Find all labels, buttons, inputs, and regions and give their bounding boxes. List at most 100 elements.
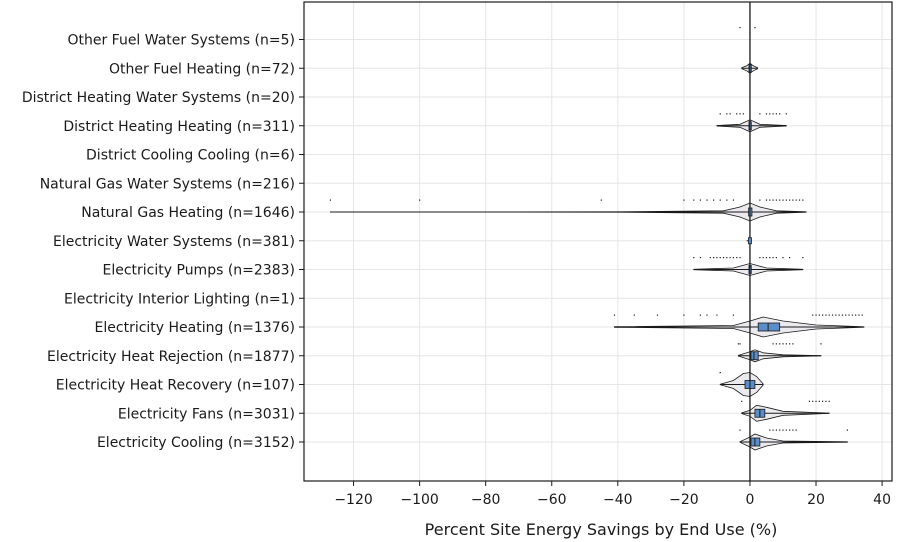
outlier-point bbox=[656, 314, 659, 316]
outlier-point bbox=[739, 113, 741, 115]
outlier-point bbox=[795, 199, 797, 201]
iqr-box bbox=[757, 322, 781, 332]
x-tick-label: −60 bbox=[537, 492, 567, 508]
outlier-point bbox=[726, 199, 728, 201]
outlier-point bbox=[772, 429, 774, 431]
outlier-point bbox=[613, 314, 616, 316]
x-tick-label: 40 bbox=[873, 492, 891, 508]
x-tick-label: −20 bbox=[669, 492, 699, 508]
grid-lines bbox=[304, 2, 892, 481]
outlier-point bbox=[812, 400, 814, 402]
outlier-point bbox=[851, 314, 853, 316]
outlier-point bbox=[802, 257, 804, 259]
outlier-point bbox=[693, 257, 695, 259]
outlier-point bbox=[788, 199, 791, 201]
outlier-point bbox=[785, 343, 787, 345]
x-tick-label: 20 bbox=[807, 492, 825, 508]
outlier-point bbox=[775, 113, 777, 115]
category-label: Natural Gas Water Systems (n=216) bbox=[40, 176, 295, 192]
outlier-point bbox=[812, 314, 814, 316]
outlier-point bbox=[779, 429, 781, 431]
outlier-point bbox=[719, 372, 721, 374]
category-label: Electricity Heat Rejection (n=1877) bbox=[47, 349, 295, 365]
outlier-point bbox=[846, 429, 849, 431]
outlier-point bbox=[419, 199, 421, 201]
outlier-point bbox=[737, 343, 739, 345]
outlier-point bbox=[782, 343, 784, 345]
outlier-point bbox=[732, 199, 735, 201]
outlier-point bbox=[759, 199, 761, 201]
outlier-point bbox=[683, 199, 685, 201]
outlier-point bbox=[785, 429, 787, 431]
outlier-point bbox=[782, 199, 784, 201]
outlier-point bbox=[782, 429, 784, 431]
outlier-point bbox=[736, 113, 738, 115]
outlier-point bbox=[706, 314, 708, 316]
outlier-point bbox=[739, 257, 741, 259]
outlier-point bbox=[742, 113, 744, 115]
outlier-point bbox=[835, 314, 837, 316]
outlier-point bbox=[779, 343, 781, 345]
outlier-point bbox=[822, 400, 824, 402]
outlier-point bbox=[719, 113, 721, 115]
outlier-point bbox=[788, 429, 791, 431]
category-label: District Heating Water Systems (n=20) bbox=[22, 90, 295, 106]
outlier-point bbox=[779, 113, 781, 115]
category-label: Natural Gas Heating (n=1646) bbox=[81, 205, 295, 221]
outlier-point bbox=[713, 257, 715, 259]
outlier-point bbox=[759, 257, 761, 259]
outlier-point bbox=[765, 113, 768, 115]
outlier-point bbox=[818, 400, 820, 402]
outlier-point bbox=[726, 113, 728, 115]
outlier-point bbox=[818, 314, 820, 316]
outlier-point bbox=[831, 314, 834, 316]
x-tick-label: −80 bbox=[471, 492, 501, 508]
outlier-point bbox=[739, 27, 741, 29]
outlier-point bbox=[729, 257, 731, 259]
outlier-point bbox=[713, 199, 715, 201]
x-tick-label: −120 bbox=[334, 492, 372, 508]
outlier-point bbox=[765, 257, 768, 259]
outlier-point bbox=[600, 199, 602, 201]
outlier-point bbox=[828, 400, 830, 402]
outlier-point bbox=[736, 257, 738, 259]
outlier-point bbox=[788, 257, 791, 259]
outlier-point bbox=[845, 314, 847, 316]
outlier-point bbox=[775, 429, 777, 431]
outlier-point bbox=[782, 257, 784, 259]
outlier-point bbox=[792, 343, 794, 345]
outlier-point bbox=[838, 314, 840, 316]
outlier-point bbox=[815, 400, 817, 402]
outlier-point bbox=[739, 429, 741, 431]
outlier-point bbox=[699, 257, 702, 259]
category-label: District Heating Heating (n=311) bbox=[63, 119, 295, 135]
category-label: Electricity Heating (n=1376) bbox=[95, 320, 295, 336]
outlier-point bbox=[765, 199, 768, 201]
outlier-point bbox=[739, 343, 741, 345]
outlier-point bbox=[329, 199, 332, 201]
outlier-point bbox=[769, 113, 771, 115]
outlier-point bbox=[858, 314, 860, 316]
outlier-point bbox=[795, 429, 797, 431]
outlier-point bbox=[775, 199, 777, 201]
outlier-point bbox=[815, 314, 817, 316]
outlier-point bbox=[732, 314, 735, 316]
outlier-point bbox=[769, 429, 771, 431]
outlier-point bbox=[693, 199, 695, 201]
category-label: Electricity Cooling (n=3152) bbox=[97, 435, 295, 451]
outlier-point bbox=[788, 343, 791, 345]
outlier-point bbox=[802, 199, 804, 201]
outlier-point bbox=[825, 314, 827, 316]
outlier-point bbox=[785, 113, 787, 115]
outlier-point bbox=[699, 199, 702, 201]
outlier-point bbox=[699, 314, 702, 316]
outlier-point bbox=[822, 314, 824, 316]
outlier-point bbox=[779, 199, 781, 201]
outlier-point bbox=[828, 314, 830, 316]
outlier-point bbox=[706, 199, 708, 201]
outlier-point bbox=[754, 27, 756, 29]
x-tick-label: −40 bbox=[603, 492, 633, 508]
outlier-point bbox=[716, 314, 718, 316]
outlier-point bbox=[775, 257, 777, 259]
